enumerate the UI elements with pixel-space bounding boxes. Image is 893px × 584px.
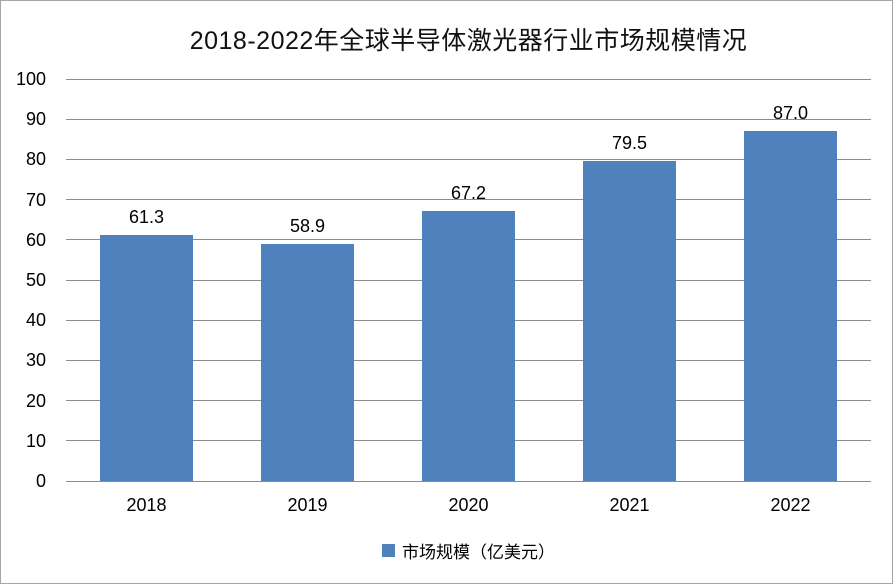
bar-value-label: 61.3 [128, 206, 165, 227]
bar-value-label: 87.0 [772, 103, 809, 124]
gridline [66, 480, 871, 482]
bar [583, 161, 676, 481]
x-tick-label: 2019 [287, 495, 328, 515]
x-tick-label: 2022 [770, 495, 811, 515]
bar-value-label: 67.2 [450, 182, 487, 203]
x-tick-label: 2020 [448, 495, 489, 515]
bar [100, 234, 193, 481]
y-tick-label: 90 [25, 109, 46, 130]
gridline [66, 78, 871, 80]
bar-value-label: 79.5 [611, 133, 648, 154]
legend-swatch-icon [382, 544, 395, 557]
y-tick-label: 60 [25, 229, 46, 250]
y-tick-label: 50 [25, 270, 46, 290]
y-tick-label: 10 [25, 430, 46, 451]
y-tick-label: 40 [25, 310, 46, 331]
x-axis: 2018 2019 2020 2021 2022 [66, 481, 871, 523]
y-tick-label: 20 [25, 390, 46, 411]
bar [422, 210, 515, 481]
plot-area: 61.3 58.9 67.2 79.5 87.0 [66, 78, 871, 482]
legend: 市场规模（亿美元） [66, 538, 871, 563]
y-axis: 0 10 20 30 40 50 60 70 80 90 100 [1, 69, 56, 491]
legend-label: 市场规模（亿美元） [402, 543, 555, 562]
bar-value-label: 58.9 [289, 216, 326, 237]
gridline [66, 158, 871, 160]
y-tick-label: 100 [15, 69, 46, 89]
gridline [66, 199, 871, 201]
x-tick-label: 2021 [609, 495, 650, 515]
y-tick-label: 70 [25, 189, 46, 210]
y-tick-label: 80 [25, 149, 46, 170]
x-tick-label: 2018 [126, 495, 167, 515]
chart-title: 2018-2022年全球半导体激光器行业市场规模情况 [189, 27, 748, 55]
y-tick-label: 30 [25, 350, 46, 371]
gridline [66, 118, 871, 120]
bar [744, 131, 837, 481]
bar [261, 244, 354, 481]
y-tick-label: 0 [35, 471, 46, 491]
